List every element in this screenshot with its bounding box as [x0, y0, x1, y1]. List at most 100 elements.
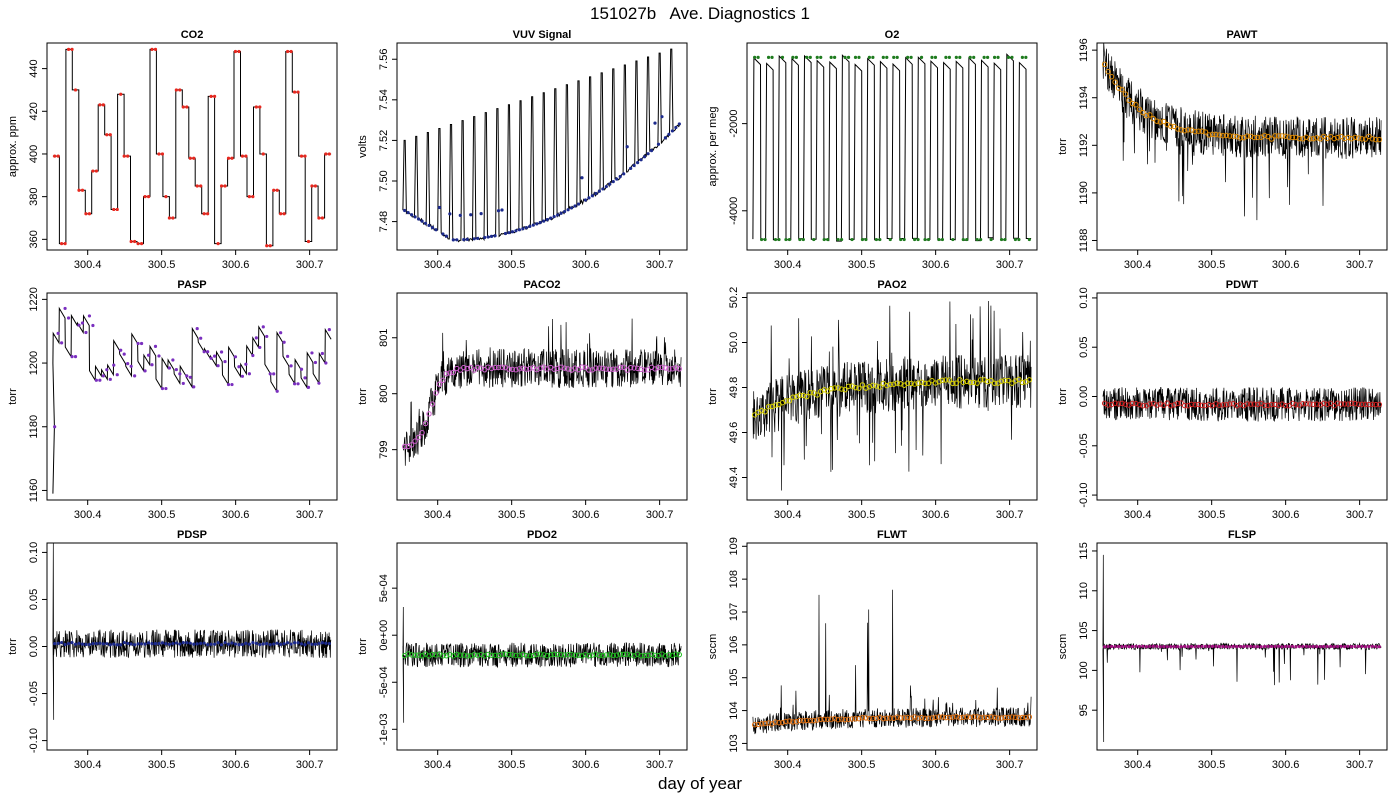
panel-pasp: PASP torr 300.4 300.5 300.6 300.7 1160 1180 1200… [7, 279, 338, 521]
x-tick-label: 300.5 [148, 759, 176, 771]
mean-marker [1202, 402, 1209, 409]
mean-marker [1297, 644, 1301, 649]
mean-marker [119, 92, 123, 96]
mean-marker [513, 652, 519, 659]
mean-marker [676, 366, 683, 372]
x-tick-label: 300.6 [922, 509, 950, 521]
mean-marker [899, 237, 903, 242]
mean-marker [930, 55, 934, 59]
mean-marker [91, 169, 95, 173]
mean-marker [143, 195, 147, 199]
mean-marker [1169, 644, 1173, 649]
mean-marker [1377, 645, 1381, 649]
mean-marker [1259, 645, 1263, 649]
mean-marker [551, 366, 557, 372]
x-tick-label: 300.4 [1124, 509, 1152, 521]
x-tick-label: 300.4 [774, 509, 802, 521]
mean-marker [814, 717, 820, 723]
y-tick-label: 420 [28, 102, 40, 120]
mean-marker [423, 221, 428, 225]
mean-marker [1345, 401, 1351, 407]
mean-marker [943, 714, 949, 721]
mean-marker [860, 237, 865, 242]
mean-marker [638, 653, 644, 659]
mean-marker [819, 55, 823, 59]
mean-marker [268, 642, 272, 647]
x-tick-label: 300.5 [498, 509, 526, 521]
mean-marker [481, 367, 488, 373]
mean-marker [129, 364, 133, 368]
mean-marker [831, 715, 838, 722]
mean-marker [1161, 118, 1167, 125]
y-tick-label: 0e+00 [378, 620, 390, 651]
mean-marker [673, 651, 679, 657]
mean-marker [991, 380, 998, 386]
mean-marker [1290, 644, 1295, 648]
mean-marker [897, 715, 904, 721]
panel-flwt: FLWT sccm 300.4 300.5 300.6 300.7 103 104 105 106… [707, 529, 1038, 771]
mean-marker [610, 652, 616, 659]
mean-marker [108, 643, 112, 647]
mean-marker [70, 47, 74, 52]
y-tick-label: 7.50 [378, 170, 390, 191]
mean-marker [499, 364, 505, 370]
mean-marker [77, 641, 81, 645]
data-trace [752, 589, 1032, 735]
x-tick-label: 300.4 [774, 259, 802, 271]
mean-marker [957, 377, 963, 383]
mean-marker [115, 643, 119, 647]
y-axis-label: torr [357, 388, 369, 405]
mean-marker [760, 237, 764, 242]
mean-marker [561, 365, 568, 371]
mean-marker [251, 353, 255, 358]
mean-marker [894, 714, 900, 720]
mean-marker [444, 234, 448, 238]
mean-marker [563, 209, 567, 214]
mean-marker [842, 386, 848, 393]
mean-marker [195, 327, 199, 331]
mean-marker [1369, 401, 1376, 408]
mean-marker [1369, 136, 1376, 142]
panel-title: PDWT [1226, 279, 1259, 291]
mean-marker [1317, 136, 1323, 142]
plot-frame [396, 542, 688, 751]
mean-marker [509, 366, 516, 372]
mean-marker [777, 237, 781, 242]
y-tick-label: 7.48 [378, 211, 390, 232]
mean-marker [566, 208, 570, 212]
mean-marker [1235, 644, 1239, 649]
mean-marker [1373, 136, 1379, 143]
mean-marker [139, 241, 144, 246]
y-tick-label: 0.00 [28, 636, 40, 657]
mean-marker [1127, 644, 1131, 649]
mean-marker [579, 364, 585, 370]
mean-marker [219, 350, 224, 354]
mean-marker [63, 306, 67, 311]
mean-marker [1105, 402, 1111, 408]
plot-frame [46, 42, 338, 251]
mean-marker [1338, 401, 1344, 407]
mean-marker [751, 412, 758, 418]
y-tick-label: 1160 [28, 479, 40, 503]
mean-marker [666, 366, 672, 372]
mean-marker [303, 643, 307, 647]
mean-marker [80, 642, 85, 646]
y-tick-label: 1194 [1078, 86, 1090, 110]
mean-marker [554, 651, 561, 658]
mean-marker [80, 188, 85, 192]
mean-marker [1352, 134, 1358, 141]
mean-marker [244, 154, 248, 158]
x-tick-label: 300.7 [296, 259, 324, 271]
mean-marker [265, 642, 269, 646]
mean-marker [53, 642, 57, 646]
mean-marker [216, 364, 220, 368]
mean-marker [939, 714, 946, 720]
mean-marker [1341, 401, 1348, 407]
mean-marker [209, 356, 213, 360]
mean-marker [586, 367, 592, 373]
mean-marker [415, 434, 422, 441]
mean-marker [1106, 644, 1110, 649]
mean-marker [1282, 403, 1289, 409]
mean-marker [324, 361, 328, 365]
mean-marker [299, 642, 304, 646]
